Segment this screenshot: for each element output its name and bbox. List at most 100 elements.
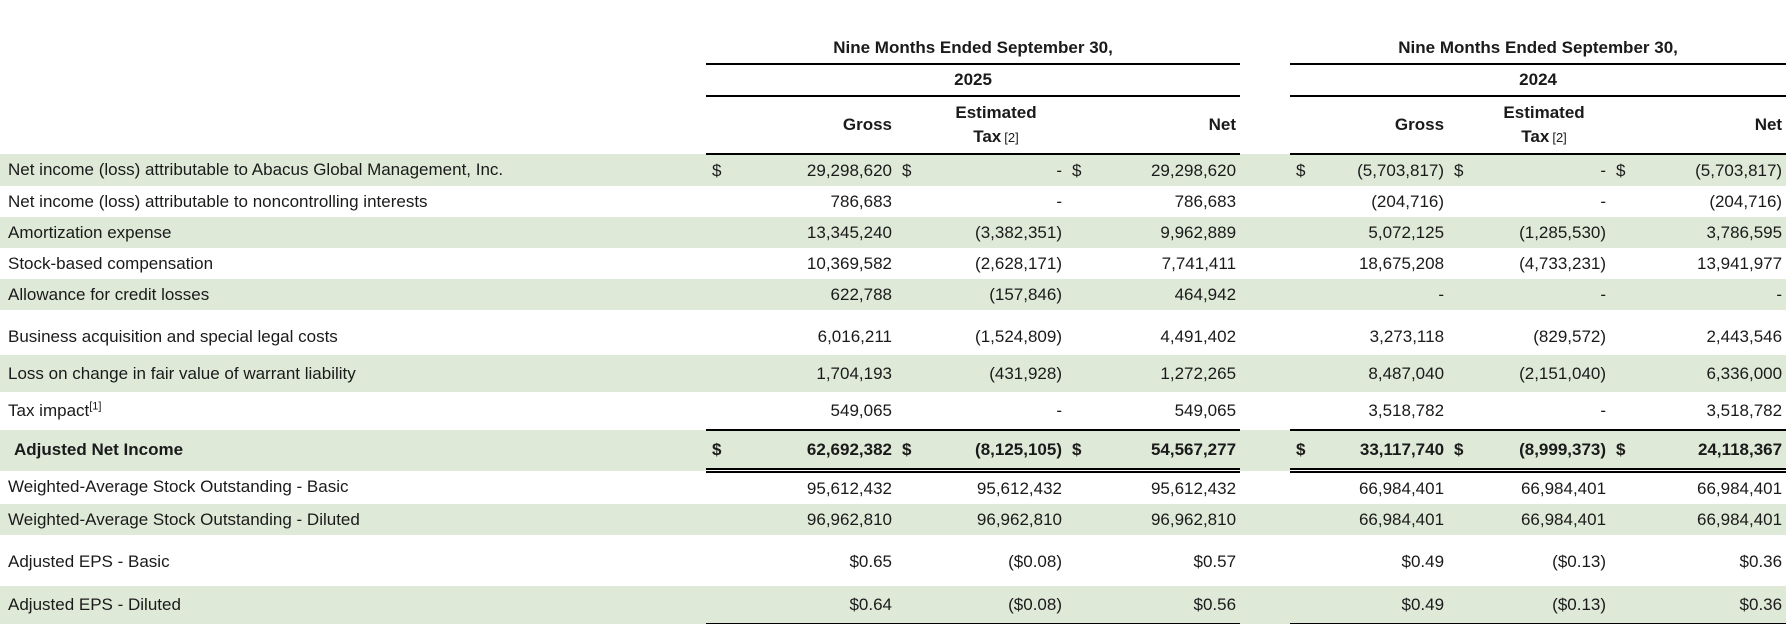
dollar-sign-cell: $	[706, 429, 746, 473]
year-header-2025: 2025	[706, 64, 1241, 97]
table-row: Weighted-Average Stock Outstanding - Bas…	[0, 471, 1786, 505]
dollar-sign-cell	[1448, 186, 1478, 217]
row-label: Stock-based compensation	[0, 248, 706, 279]
row-label-text: Allowance for credit losses	[8, 284, 210, 304]
value-cell: 2,443,546	[1706, 326, 1783, 346]
dollar-sign-cell: $	[1454, 160, 1464, 180]
tax-label-line: Tax [2]	[926, 125, 1066, 150]
dollar-sign-cell	[1290, 504, 1330, 535]
value-cell: ($0.13)	[1478, 586, 1611, 624]
dollar-sign-cell	[896, 186, 926, 217]
group-gap	[1240, 318, 1290, 355]
dollar-sign-cell	[1290, 392, 1330, 430]
value-cell: 66,984,401	[1697, 509, 1783, 529]
value-cell: 4,491,402	[1160, 326, 1237, 346]
value-cell: 1,704,193	[816, 363, 892, 383]
dollar-sign-cell: $	[1616, 160, 1626, 180]
value-cell: 66,984,401	[1358, 509, 1445, 529]
value-cell: -	[1056, 191, 1062, 211]
column-header-net-2025: Net	[1066, 96, 1241, 155]
dollar-sign-cell	[1610, 217, 1648, 248]
value-cell: 3,518,782	[1368, 400, 1445, 420]
group-gap	[1240, 586, 1290, 624]
row-label: Tax impact[1]	[0, 392, 706, 430]
value-cell: 96,962,810	[976, 509, 1062, 529]
value-cell: (204,716)	[1709, 191, 1783, 211]
adjusted-net-income-table: Nine Months Ended September 30, Nine Mon…	[0, 26, 1786, 624]
value-cell: 66,984,401	[1358, 478, 1445, 498]
estimated-label: Estimated	[955, 102, 1037, 122]
row-label: Weighted-Average Stock Outstanding - Bas…	[0, 471, 706, 505]
value-cell: 7,741,411	[1161, 253, 1237, 273]
table-row: Net income (loss) attributable to noncon…	[0, 186, 1786, 217]
dollar-sign-cell: $	[1066, 429, 1100, 473]
value-cell: 54,567,277	[1100, 429, 1241, 473]
dollar-sign-cell	[1290, 355, 1330, 392]
dollar-sign-cell	[1290, 586, 1331, 624]
dollar-sign-cell	[1066, 586, 1100, 624]
value-cell: $0.49	[1401, 551, 1445, 571]
table-row: Stock-based compensation 10,369,582 (2,628…	[0, 248, 1786, 279]
value-cell: 6,016,211	[817, 326, 892, 346]
dollar-sign-cell	[1610, 586, 1649, 624]
row-label-text: Adjusted EPS - Diluted	[8, 595, 181, 614]
value-cell: (3,382,351)	[975, 222, 1062, 242]
value-cell: 622,788	[830, 284, 892, 304]
period-header-2025: Nine Months Ended September 30,	[706, 26, 1241, 65]
dollar-sign-cell	[1610, 471, 1648, 505]
value-cell: (829,572)	[1533, 326, 1607, 346]
group-gap	[1240, 26, 1290, 64]
column-header-gross-2025: Gross	[706, 96, 896, 155]
group-gap	[1240, 471, 1290, 505]
dollar-sign-cell	[896, 392, 926, 430]
dollar-sign-cell	[1610, 392, 1648, 430]
row-label-text: Adjusted EPS - Basic	[8, 551, 170, 571]
dollar-sign-cell	[1066, 355, 1100, 392]
dollar-sign-cell	[1066, 248, 1100, 279]
row-label-text: Amortization expense	[8, 222, 172, 242]
value-cell: -	[1056, 160, 1062, 180]
row-label-text: Stock-based compensation	[8, 253, 214, 273]
row-spacer	[0, 580, 1786, 586]
value-cell: 18,675,208	[1358, 253, 1445, 273]
dollar-sign-cell	[1066, 392, 1100, 430]
column-header-row: Gross Estimated Tax [2] Net Gross Estimat…	[0, 96, 1786, 155]
dollar-sign-cell	[1610, 504, 1648, 535]
dollar-sign-cell	[1610, 186, 1648, 217]
value-cell: 95,612,432	[1150, 478, 1237, 498]
dollar-sign-cell	[1290, 279, 1330, 310]
value-cell: 3,786,595	[1706, 222, 1783, 242]
column-header-estimated-tax-2025: Estimated Tax [2]	[896, 96, 1066, 155]
dollar-sign-cell	[1610, 543, 1648, 580]
dollar-sign-cell	[1290, 471, 1330, 505]
row-label: Adjusted Net Income	[0, 430, 706, 471]
row-label: Weighted-Average Stock Outstanding - Dil…	[0, 504, 706, 535]
table-row: Allowance for credit losses 622,788 (157,8…	[0, 279, 1786, 310]
tax-label-line: Tax [2]	[1478, 125, 1610, 150]
table-row: Net income (loss) attributable to Abacus…	[0, 154, 1786, 186]
row-label: Net income (loss) attributable to noncon…	[0, 186, 706, 217]
value-cell: 29,298,620	[1150, 160, 1237, 180]
dollar-sign-cell	[706, 186, 746, 217]
value-cell: -	[1600, 400, 1607, 420]
value-cell: 464,942	[1174, 284, 1237, 304]
value-cell: 5,072,125	[1368, 222, 1445, 242]
value-cell: (4,733,231)	[1519, 253, 1607, 273]
dollar-sign-cell	[1448, 471, 1478, 505]
tax-label: Tax	[973, 126, 1002, 146]
group-gap	[1240, 504, 1290, 535]
row-label-text: Tax impact	[8, 401, 90, 420]
header-blank	[0, 96, 706, 154]
value-cell: 1,272,265	[1160, 363, 1237, 383]
dollar-sign-cell: $	[1448, 429, 1479, 473]
group-gap	[1240, 96, 1290, 154]
row-label: Amortization expense	[0, 217, 706, 248]
dollar-sign-cell	[1448, 355, 1478, 392]
row-label-text: Weighted-Average Stock Outstanding - Dil…	[8, 509, 360, 529]
row-label-text: Loss on change in fair value of warrant …	[8, 363, 356, 383]
tax-label: Tax	[1521, 126, 1550, 146]
value-cell: (1,285,530)	[1519, 222, 1607, 242]
value-cell: 8,487,040	[1368, 363, 1445, 383]
dollar-sign-cell	[1290, 248, 1330, 279]
dollar-sign-cell	[706, 586, 746, 624]
